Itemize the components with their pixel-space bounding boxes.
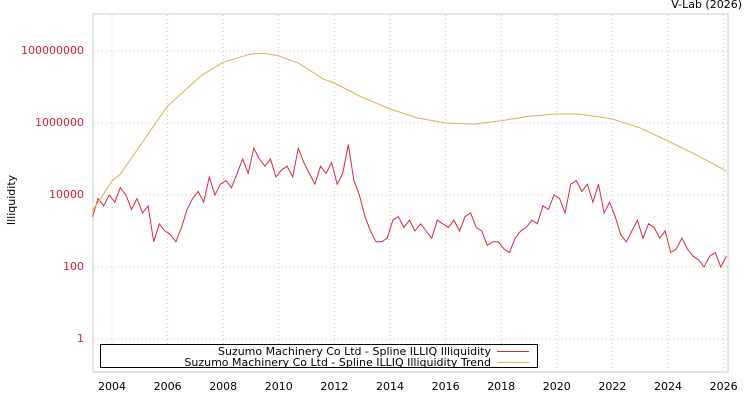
legend-item-series: Suzumo Machinery Co Ltd - Spline ILLIQ I… xyxy=(218,345,529,358)
x-tick-label: 2010 xyxy=(264,380,293,393)
plot-frame xyxy=(92,13,729,373)
x-tick-label: 2014 xyxy=(376,380,404,393)
legend-label: Suzumo Machinery Co Ltd - Spline ILLIQ I… xyxy=(184,356,491,369)
x-tick-label: 2026 xyxy=(709,380,738,393)
legend: Suzumo Machinery Co Ltd - Spline ILLIQ I… xyxy=(100,344,538,369)
x-tick-label: 2020 xyxy=(542,380,571,393)
y-tick-label: 100 xyxy=(63,260,84,273)
credit-label: V-Lab (2026) xyxy=(671,0,742,11)
x-tick-label: 2016 xyxy=(431,380,460,393)
x-tick-label: 2018 xyxy=(487,380,516,393)
legend-item-trend: Suzumo Machinery Co Ltd - Spline ILLIQ I… xyxy=(184,356,529,369)
illiquidity-trend-line xyxy=(92,52,727,212)
y-tick-label: 1 xyxy=(77,332,84,345)
y-tick-label: 1000000 xyxy=(35,116,84,129)
legend-swatch-gold xyxy=(497,362,529,363)
y-tick-label: 10000 xyxy=(49,188,84,201)
x-tick-label: 2004 xyxy=(98,380,126,393)
illiquidity-series-line xyxy=(92,144,727,269)
x-tick-label: 2008 xyxy=(209,380,238,393)
legend-swatch-red xyxy=(497,351,529,352)
x-tick-label: 2022 xyxy=(598,380,627,393)
y-tick-label: 100000000 xyxy=(21,44,84,57)
x-tick-label: 2012 xyxy=(320,380,349,393)
y-axis-label: Illiquidity xyxy=(5,174,18,226)
x-tick-label: 2006 xyxy=(153,380,182,393)
legend-label: Suzumo Machinery Co Ltd - Spline ILLIQ I… xyxy=(217,345,491,358)
gridlines xyxy=(94,15,727,371)
x-tick-label: 2024 xyxy=(654,380,682,393)
